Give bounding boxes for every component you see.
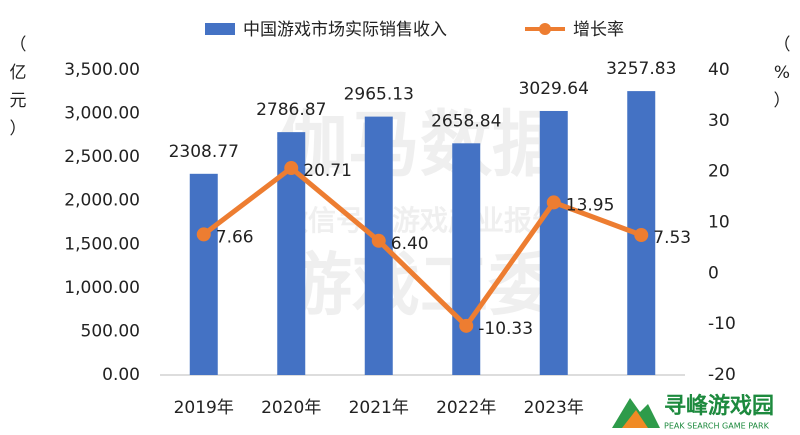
line-point <box>459 318 474 333</box>
right-axis-title: （%） <box>774 35 791 111</box>
bar <box>539 110 568 375</box>
y-tick-label: 2,500.00 <box>64 147 140 167</box>
line-point <box>371 233 386 248</box>
line-value-label: 7.53 <box>653 228 691 248</box>
line-value-label: 13.95 <box>566 195 615 215</box>
y2-tick-label: -20 <box>708 365 736 385</box>
y-tick-label: 500.00 <box>81 321 140 341</box>
logo-name: 寻峰游戏园 <box>664 393 774 419</box>
legend-swatch <box>539 23 551 35</box>
bar-value-label: 2308.77 <box>169 142 239 162</box>
logo: 寻峰游戏园 PEAK SEARCH GAME PARK <box>605 388 800 435</box>
left-axis-title: （亿元） <box>10 35 27 139</box>
x-tick-label: 2022年 <box>436 398 496 418</box>
y-tick-label: 1,500.00 <box>64 234 140 254</box>
x-tick-label: 2019年 <box>174 398 234 418</box>
bar <box>452 143 481 375</box>
left-axis-title: （亿元） <box>10 35 27 139</box>
legend-label: 中国游戏市场实际销售收入 <box>243 20 447 40</box>
y2-tick-label: 30 <box>708 111 730 131</box>
logo-icon <box>622 410 648 428</box>
legend-swatch <box>205 23 235 35</box>
y2-tick-label: 20 <box>708 162 730 182</box>
line-value-label: 7.66 <box>216 227 254 247</box>
y2-tick-label: 40 <box>708 60 730 80</box>
y-tick-label: 3,000.00 <box>64 104 140 124</box>
line <box>202 164 643 330</box>
bar-value-label: 3029.64 <box>519 79 589 99</box>
bar-value-label: 2658.84 <box>431 111 501 131</box>
x-tick-label: 2023年 <box>524 398 584 418</box>
line-point <box>196 227 211 242</box>
line-value-label: 20.71 <box>303 161 352 181</box>
line-point <box>634 228 649 243</box>
bar-value-label: 2786.87 <box>256 100 326 120</box>
line-value-label: -10.33 <box>478 319 533 339</box>
y2-tick-label: -10 <box>708 314 736 334</box>
line-point <box>546 195 561 210</box>
bar-value-label: 3257.83 <box>606 59 676 79</box>
y-tick-label: 2,000.00 <box>64 191 140 211</box>
y2-tick-label: 10 <box>708 213 730 233</box>
y-tick-label: 3,500.00 <box>64 60 140 80</box>
bar <box>189 173 218 375</box>
logo-subtitle: PEAK SEARCH GAME PARK <box>664 422 770 431</box>
y2-tick-label: 0 <box>708 263 719 283</box>
legend-label: 增长率 <box>573 20 624 40</box>
x-tick-label: 2020年 <box>261 398 321 418</box>
line-point <box>284 161 299 176</box>
y-tick-label: 0.00 <box>102 365 140 385</box>
y-tick-label: 1,000.00 <box>64 278 140 298</box>
x-tick-label: 2021年 <box>349 398 409 418</box>
watermark: 伽马数据 <box>276 103 564 187</box>
bar-value-label: 2965.13 <box>344 85 414 105</box>
right-axis-title: （%） <box>774 35 791 111</box>
line-value-label: 6.40 <box>391 234 429 254</box>
watermark: 微信号：游戏产业报告 <box>279 204 560 237</box>
